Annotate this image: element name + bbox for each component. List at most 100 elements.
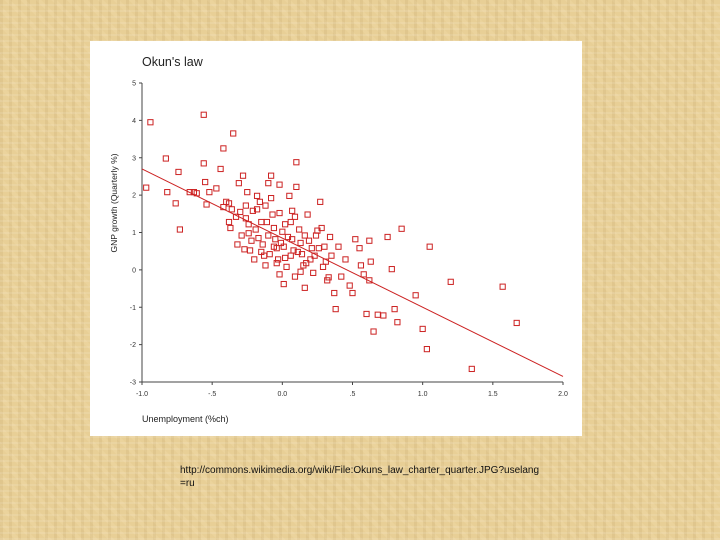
data-point <box>308 245 315 252</box>
data-point <box>276 181 283 188</box>
data-point <box>259 241 266 248</box>
data-point <box>235 180 242 187</box>
data-point <box>304 211 311 218</box>
data-point <box>296 226 303 233</box>
data-point <box>314 227 321 234</box>
data-point <box>253 206 261 213</box>
data-point <box>423 346 430 353</box>
data-point <box>213 185 220 192</box>
data-point <box>289 207 296 214</box>
data-point <box>270 224 278 232</box>
x-tick-label: 1.5 <box>488 391 498 398</box>
data-point <box>241 246 248 253</box>
data-point <box>297 268 304 275</box>
source-caption[interactable]: http://commons.wikimedia.org/wiki/File:O… <box>180 465 540 489</box>
data-point <box>251 256 258 263</box>
data-point <box>412 292 419 299</box>
data-point <box>283 263 290 270</box>
y-tick-label: 1 <box>132 230 136 237</box>
x-tick-label: 2.0 <box>558 391 568 398</box>
x-tick-label: -.5 <box>208 391 216 398</box>
chart-figure: Okun's law 5 4 3 2 1 0 -1 -2 -3 -1.0 -.5 0.0 .5 1.0 1.… <box>90 41 582 436</box>
data-point <box>388 266 395 273</box>
data-point <box>225 218 233 226</box>
data-point <box>265 180 272 187</box>
y-tick-label: -1 <box>130 305 136 312</box>
data-point <box>349 289 356 297</box>
data-point <box>356 245 363 252</box>
data-point <box>244 189 251 196</box>
data-point <box>499 283 506 290</box>
data-point <box>301 284 308 291</box>
data-point <box>297 239 304 247</box>
data-point <box>172 200 179 207</box>
data-point <box>225 200 233 207</box>
y-tick-label: 4 <box>132 118 136 125</box>
y-tick-label: 5 <box>132 81 136 88</box>
y-tick-label: -3 <box>130 380 136 387</box>
data-point <box>276 209 283 217</box>
data-point <box>279 228 286 235</box>
data-point <box>237 208 244 216</box>
data-point <box>342 256 349 263</box>
data-point <box>391 306 398 313</box>
data-point <box>206 189 213 196</box>
data-point <box>256 198 263 205</box>
data-point <box>419 325 426 333</box>
data-point <box>275 256 282 263</box>
data-point <box>164 189 171 196</box>
data-point <box>331 289 338 297</box>
data-point <box>220 145 227 152</box>
data-point <box>394 319 401 326</box>
data-point <box>200 160 207 167</box>
chart-title: Okun's law <box>142 55 204 69</box>
data-point <box>367 258 374 265</box>
data-point <box>352 236 359 243</box>
data-point <box>245 230 252 237</box>
data-point <box>317 198 324 205</box>
data-point <box>262 262 269 269</box>
axes: 5 4 3 2 1 0 -1 -2 -3-1.0 -.5 0.0 .5 1.0 1.5 2.0 <box>130 81 568 399</box>
data-point <box>374 311 381 318</box>
data-point <box>310 269 317 276</box>
data-point <box>293 159 300 166</box>
data-point <box>363 310 370 318</box>
data-point <box>321 243 328 250</box>
data-point <box>269 211 276 218</box>
data-point <box>301 232 308 239</box>
y-tick-label: 0 <box>132 267 136 274</box>
data-point <box>227 224 234 232</box>
data-point <box>293 183 300 191</box>
data-point <box>370 328 377 335</box>
data-point <box>398 225 405 232</box>
data-point <box>357 262 365 269</box>
data-point <box>246 247 254 254</box>
data-point <box>380 312 387 319</box>
data-point <box>203 201 210 208</box>
data-point <box>239 172 247 179</box>
y-axis-label: GNP growth (Quarterly %) <box>109 153 119 252</box>
data-point <box>186 189 193 196</box>
x-tick-label: 1.0 <box>418 391 428 398</box>
data-point <box>202 178 209 186</box>
data-point <box>277 239 285 247</box>
data-point <box>248 237 255 244</box>
data-point <box>326 233 334 241</box>
data-point <box>426 243 433 250</box>
x-tick-label: 0.0 <box>277 391 287 398</box>
data-point <box>366 277 373 284</box>
x-axis-label: Unemployment (%ch) <box>142 414 229 424</box>
data-point <box>238 232 245 239</box>
data-point <box>291 213 299 220</box>
data-point <box>303 260 310 267</box>
regression-line <box>141 168 564 377</box>
data-point <box>366 237 373 244</box>
data-point <box>234 241 241 248</box>
y-tick-label: 3 <box>132 155 136 162</box>
y-tick-label: -2 <box>130 342 136 349</box>
data-point <box>255 235 262 242</box>
data-point <box>286 192 293 199</box>
data-point <box>332 306 339 313</box>
data-points <box>143 111 520 373</box>
